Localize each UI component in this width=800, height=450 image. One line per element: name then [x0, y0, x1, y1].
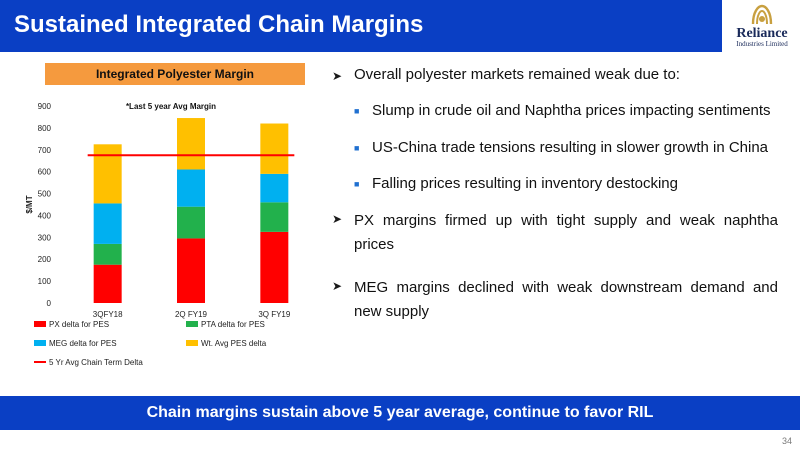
y-tick-label: 0 [47, 299, 52, 308]
legend-swatch [186, 340, 198, 346]
company-logo: Reliance Industries Limited [726, 4, 798, 52]
legend-swatch [34, 340, 46, 346]
y-tick-label: 700 [38, 146, 52, 155]
legend-label: MEG delta for PES [49, 339, 117, 348]
slide-header: Sustained Integrated Chain Margins [0, 0, 722, 52]
x-tick-label: 3QFY18 [93, 310, 123, 319]
y-tick-label: 600 [38, 168, 52, 177]
bullet-text: PX margins firmed up with tight supply a… [354, 212, 778, 253]
legend-label: PTA delta for PES [201, 320, 265, 329]
legend-swatch [186, 321, 198, 327]
legend-swatch [34, 321, 46, 327]
sub-bullet-item-2: ■ US-China trade tensions resulting in s… [354, 139, 768, 157]
bar-segment [177, 206, 205, 239]
sub-bullet-item-3: ■ Falling prices resulting in inventory … [354, 175, 678, 193]
bullet-item-1: ➤ Overall polyester markets remained wea… [332, 66, 778, 85]
square-bullet-icon: ■ [354, 143, 360, 153]
arrow-bullet-icon: ➤ [332, 279, 343, 293]
bar-segment [260, 202, 289, 232]
bullet-text: MEG margins declined with weak downstrea… [354, 279, 778, 320]
legend-label: PX delta for PES [49, 320, 109, 329]
bar-segment [177, 238, 205, 303]
bullet-item-3: ➤ MEG margins declined with weak downstr… [332, 276, 778, 324]
summary-banner: Chain margins sustain above 5 year avera… [0, 396, 800, 430]
chart-title: Integrated Polyester Margin [45, 63, 305, 85]
bar-segment [177, 118, 205, 170]
y-tick-label: 900 [38, 102, 52, 111]
y-tick-label: 400 [38, 211, 52, 220]
reliance-logo-icon [751, 4, 773, 25]
stacked-bar-chart: 0 100 200 300 400 500 600 700 800 900 $/MT *Last 5 … [25, 102, 295, 367]
sub-bullet-text: Falling prices resulting in inventory de… [372, 175, 678, 192]
page-number: 34 [781, 436, 792, 446]
bar-segment [93, 243, 122, 265]
logo-subtitle: Industries Limited [736, 40, 788, 48]
bar-segment [260, 231, 289, 303]
y-tick-label: 100 [38, 277, 52, 286]
y-tick-label: 800 [38, 124, 52, 133]
bullet-text: Overall polyester markets remained weak … [354, 66, 680, 83]
sub-bullet-item-1: ■ Slump in crude oil and Naphtha prices … [354, 102, 771, 120]
logo-name: Reliance [736, 26, 788, 41]
slide-title: Sustained Integrated Chain Margins [14, 11, 424, 38]
arrow-bullet-icon: ➤ [332, 212, 343, 226]
bar-segment [177, 169, 205, 207]
bar-segment [260, 123, 289, 174]
sub-bullet-text: Slump in crude oil and Naphtha prices im… [372, 102, 771, 119]
bar-segment [93, 144, 122, 204]
arrow-bullet-icon: ➤ [332, 69, 343, 83]
bullet-item-2: ➤ PX margins firmed up with tight supply… [332, 209, 778, 257]
x-tick-label: 2Q FY19 [175, 310, 208, 319]
x-tick-label: 3Q FY19 [258, 310, 291, 319]
legend-label: 5 Yr Avg Chain Term Delta [49, 358, 143, 367]
square-bullet-icon: ■ [354, 179, 360, 189]
y-tick-label: 200 [38, 255, 52, 264]
sub-bullet-text: US-China trade tensions resulting in slo… [372, 139, 769, 156]
y-tick-label: 500 [38, 190, 52, 199]
chart-annotation: *Last 5 year Avg Margin [126, 102, 216, 111]
bar-segment [260, 173, 289, 203]
bar-segment [93, 203, 122, 244]
legend-label: Wt. Avg PES delta [201, 339, 267, 348]
y-axis-label: $/MT [25, 195, 34, 213]
square-bullet-icon: ■ [354, 106, 360, 116]
y-tick-label: 300 [38, 233, 52, 242]
bar-segment [93, 264, 122, 303]
